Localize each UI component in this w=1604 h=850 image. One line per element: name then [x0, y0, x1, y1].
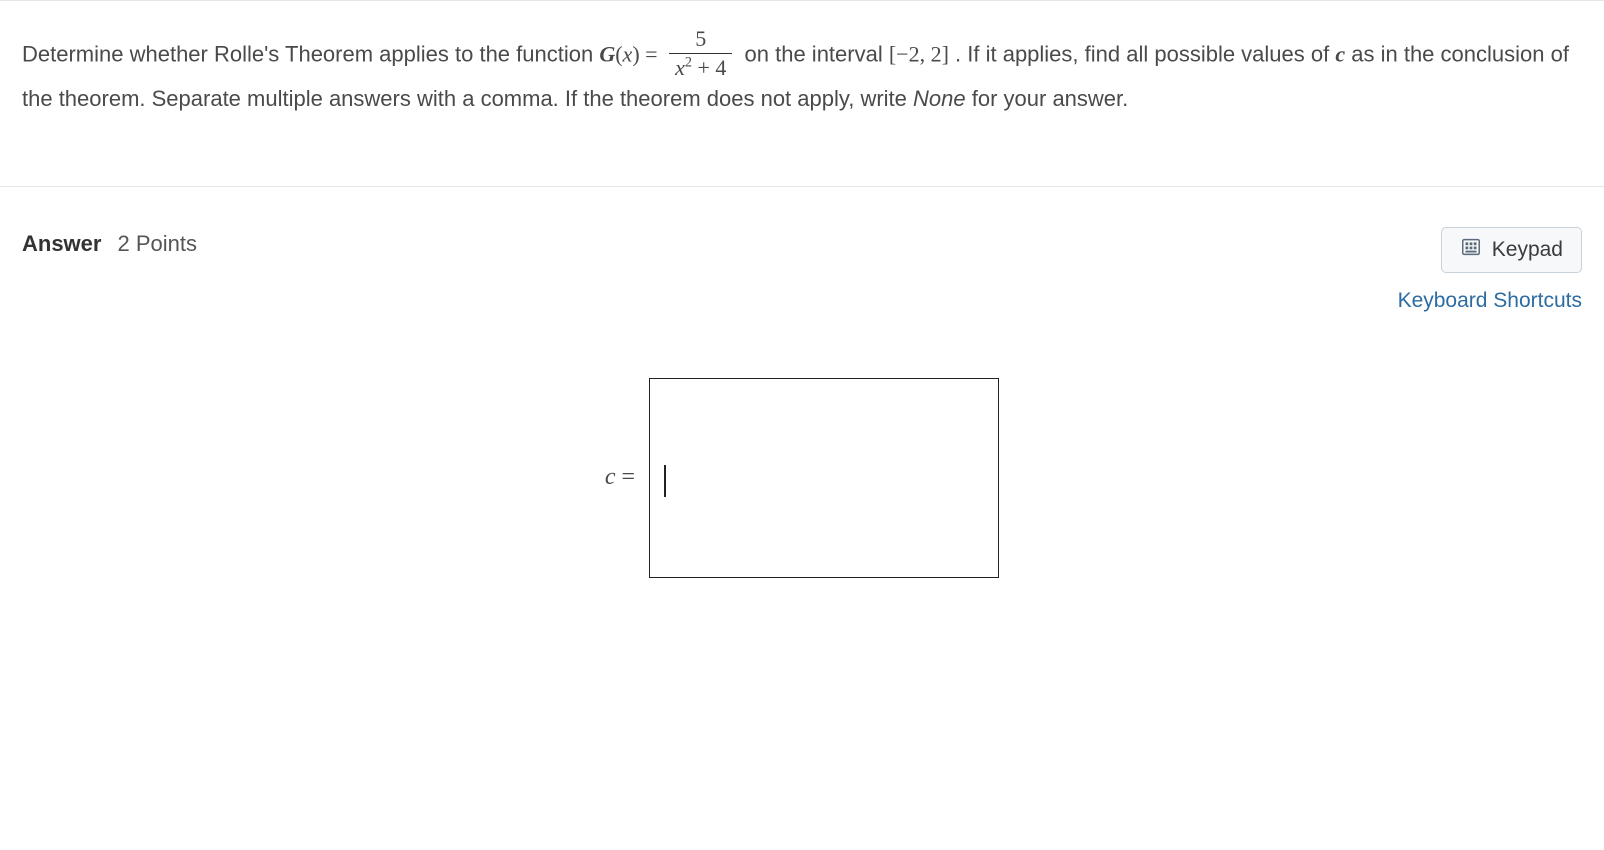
question-text: Determine whether Rolle's Theorem applie… — [0, 1, 1604, 187]
c-var: c — [605, 464, 616, 490]
keypad-button[interactable]: Keypad — [1441, 227, 1582, 273]
answer-header: Answer 2 Points Keypad Keyboard Shortcut… — [0, 187, 1604, 318]
question-pretext: Determine whether Rolle's Theorem applie… — [22, 42, 599, 67]
answer-right: Keypad Keyboard Shortcuts — [1398, 227, 1582, 318]
text-cursor — [664, 465, 666, 497]
answer-label: Answer — [22, 227, 101, 261]
function-name: G — [599, 42, 615, 67]
fraction-denominator: x2 + 4 — [669, 54, 732, 80]
variable-c: c — [1335, 42, 1345, 67]
denom-rest: + 4 — [692, 55, 726, 80]
keypad-label: Keypad — [1492, 238, 1563, 262]
denom-var: x — [675, 55, 685, 80]
denom-exp: 2 — [685, 55, 692, 71]
fraction-numerator: 5 — [669, 27, 732, 54]
keyboard-shortcuts-link[interactable]: Keyboard Shortcuts — [1398, 285, 1582, 318]
function-var: x — [623, 42, 633, 67]
equals-sign: = — [640, 42, 663, 67]
keypad-icon — [1460, 236, 1482, 264]
answer-input-zone: c= — [0, 318, 1604, 718]
question-mid4: for your answer. — [972, 86, 1129, 111]
points-label: 2 Points — [117, 227, 197, 261]
fraction: 5 x2 + 4 — [669, 27, 732, 80]
paren-close: ) — [632, 42, 639, 67]
c-equals-label: c= — [605, 459, 635, 496]
question-mid1: on the interval — [745, 42, 889, 67]
interval: [−2, 2] — [889, 42, 949, 67]
eq-sign: = — [622, 464, 636, 490]
none-word: None — [913, 86, 966, 111]
answer-input[interactable] — [649, 378, 999, 578]
paren-open: ( — [615, 42, 622, 67]
answer-left: Answer 2 Points — [22, 227, 197, 261]
question-mid2: . If it applies, find all possible value… — [955, 42, 1335, 67]
